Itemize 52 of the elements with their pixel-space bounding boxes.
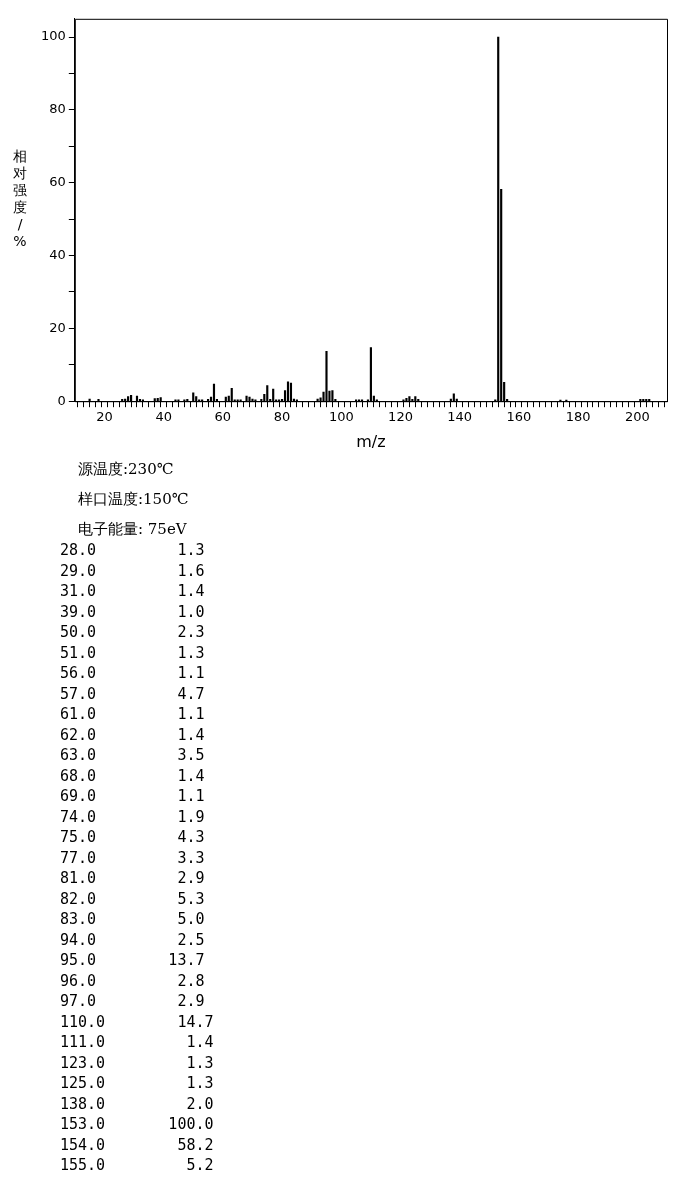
- x-tick-label: 40: [155, 409, 172, 425]
- text: 96.0 2.8: [60, 970, 206, 991]
- text: 61.0 1.1: [60, 704, 206, 725]
- text: 28.0 1.3: [60, 540, 206, 561]
- y-tick-label: 40: [49, 246, 66, 262]
- text: 138.0 2.0: [60, 1093, 215, 1114]
- text: 75.0 4.3: [60, 827, 206, 848]
- text: 样口温度:150℃: [78, 490, 190, 509]
- text: 74.0 1.9: [60, 806, 206, 827]
- x-tick-label: 20: [96, 409, 113, 425]
- text: 39.0 1.0: [60, 601, 206, 622]
- text: 电子能量: 75eV: [78, 520, 188, 539]
- text: 81.0 2.9: [60, 868, 206, 889]
- y-tick-label: 60: [49, 174, 66, 190]
- text: 111.0 1.4: [60, 1032, 215, 1053]
- text: 82.0 5.3: [60, 888, 206, 909]
- x-tick-label: 120: [388, 409, 413, 425]
- y-tick-label: 0: [57, 392, 66, 408]
- x-tick-label: 160: [506, 409, 532, 425]
- text: 154.0 58.2: [60, 1134, 215, 1155]
- y-tick-label: 100: [40, 28, 66, 44]
- text: 95.0 13.7: [60, 950, 206, 971]
- text: 123.0 1.3: [60, 1052, 215, 1073]
- x-tick-label: 140: [447, 409, 473, 425]
- text: 56.0 1.1: [60, 663, 206, 684]
- text: 69.0 1.1: [60, 786, 206, 807]
- x-axis-title: m/z: [356, 431, 386, 451]
- x-tick-label: 60: [214, 409, 232, 425]
- text: 97.0 2.9: [60, 991, 206, 1012]
- x-tick-label: 200: [624, 409, 650, 425]
- x-tick-label: 80: [273, 409, 291, 425]
- text: 31.0 1.4: [60, 581, 206, 602]
- text: 125.0 1.3: [60, 1073, 215, 1094]
- x-tick-label: 180: [565, 409, 591, 425]
- text: 51.0 1.3: [60, 642, 206, 663]
- text: 62.0 1.4: [60, 724, 206, 745]
- text: 50.0 2.3: [60, 622, 206, 643]
- y-tick-label: 20: [49, 319, 66, 335]
- text: 68.0 1.4: [60, 765, 206, 786]
- text: 153.0 100.0: [60, 1114, 215, 1135]
- text: 110.0 14.7: [60, 1011, 215, 1032]
- text: 57.0 4.7: [60, 683, 206, 704]
- x-tick-label: 100: [328, 409, 354, 425]
- text: 29.0 1.6: [60, 560, 206, 581]
- text: 94.0 2.5: [60, 929, 206, 950]
- text: 源温度:230℃: [78, 460, 175, 479]
- text: 77.0 3.3: [60, 847, 206, 868]
- text: 155.0 5.2: [60, 1155, 215, 1176]
- y-axis-title: 相对强度/%: [12, 148, 28, 250]
- text: 83.0 5.0: [60, 909, 206, 930]
- y-tick-label: 80: [49, 101, 66, 117]
- text: 63.0 3.5: [60, 745, 206, 766]
